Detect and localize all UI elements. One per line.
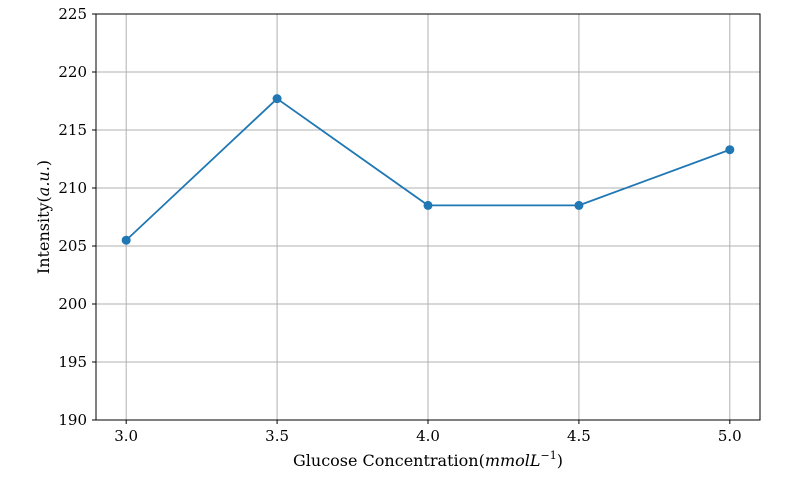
data-point: [272, 94, 282, 104]
y-tick-label: 210: [58, 179, 87, 197]
y-tick-label: 220: [58, 63, 87, 81]
y-tick-label: 200: [58, 295, 87, 313]
data-point: [725, 145, 735, 155]
data-point: [121, 235, 131, 245]
y-tick-label: 205: [58, 237, 87, 255]
y-tick-label: 225: [58, 5, 87, 23]
x-tick-label: 3.0: [114, 427, 138, 445]
data-point: [423, 200, 433, 210]
x-tick-label: 4.5: [567, 427, 591, 445]
tick-layer: 3.0 3.5 4.0 4.5 5.0 190 195 200 205 210 215 220 225: [58, 5, 741, 445]
y-tick-label: 195: [58, 353, 87, 371]
x-tick-label: 4.0: [416, 427, 440, 445]
x-axis-label: Glucose Concentration(mmolL−1): [293, 449, 563, 470]
y-tick-label: 215: [58, 121, 87, 139]
data-point: [574, 200, 584, 210]
y-tick-label: 190: [58, 411, 87, 429]
y-axis-label: Intensity(a.u.): [34, 160, 53, 274]
x-tick-label: 3.5: [265, 427, 289, 445]
series-layer: [121, 94, 735, 245]
grid-lines: [96, 13, 760, 421]
x-tick-label: 5.0: [718, 427, 742, 445]
